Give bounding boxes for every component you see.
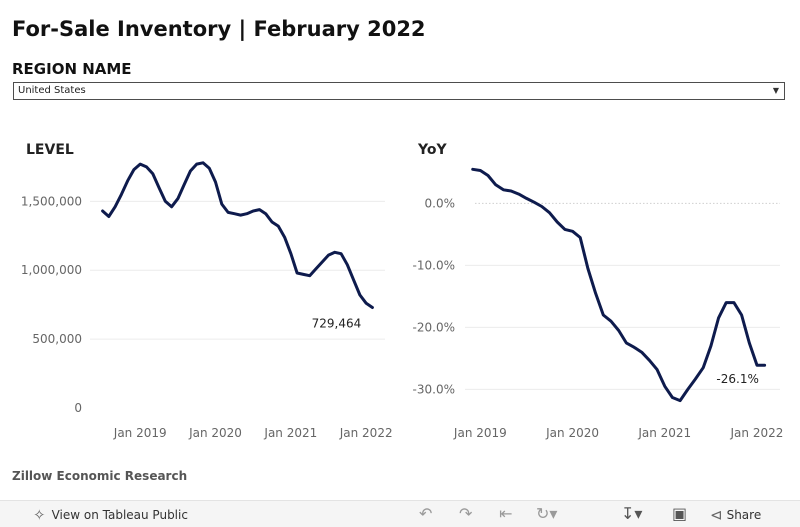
- charts-area: LEVEL 0 500,000 1,000,000 1,500,000 Jan 2019 J…: [21, 142, 784, 440]
- revert-icon[interactable]: ⇤: [499, 504, 513, 523]
- fullscreen-icon[interactable]: ▣: [672, 504, 688, 523]
- undo-icon[interactable]: ↶: [419, 504, 433, 523]
- y-tick-label: 0.0%: [425, 196, 456, 210]
- y-tick-label: 1,500,000: [21, 194, 82, 208]
- x-tick-label: Jan 2019: [113, 426, 167, 440]
- y-tick-label: 0: [74, 401, 82, 415]
- x-tick-label: Jan 2022: [730, 426, 784, 440]
- share-label: Share: [726, 508, 762, 522]
- end-value-label: -26.1%: [716, 372, 758, 386]
- end-value-label: 729,464: [312, 316, 362, 330]
- series-line-0: [101, 161, 374, 309]
- share-icon: ⊲: [710, 506, 723, 524]
- region-selected-value: United States: [18, 85, 86, 96]
- y-tick-label: -30.0%: [413, 382, 455, 396]
- x-tick-label: Jan 2021: [637, 426, 691, 440]
- share-button[interactable]: ⊲ Share: [710, 506, 761, 524]
- source-credit: Zillow Economic Research: [12, 469, 188, 483]
- view-on-tableau-label: View on Tableau Public: [51, 508, 188, 522]
- chevron-down-icon[interactable]: ▼: [772, 86, 779, 95]
- x-tick-label: Jan 2021: [263, 426, 317, 440]
- tableau-logo-icon: ✧: [33, 506, 46, 524]
- x-tick-label: Jan 2019: [453, 426, 507, 440]
- y-tick-label: -20.0%: [413, 320, 455, 334]
- tableau-toolbar: ✧ View on Tableau Public ↶ ↷ ⇤ ↻▾ ↧▾ ▣ ⊲ S…: [0, 500, 800, 527]
- download-icon[interactable]: ↧▾: [621, 504, 643, 523]
- y-tick-label: -10.0%: [413, 258, 455, 272]
- refresh-icon[interactable]: ↻▾: [536, 504, 558, 523]
- x-tick-label: Jan 2020: [545, 426, 599, 440]
- view-on-tableau-button[interactable]: ✧ View on Tableau Public: [33, 506, 188, 524]
- chart-title-0: LEVEL: [26, 142, 74, 158]
- x-tick-label: Jan 2020: [188, 426, 242, 440]
- x-tick-label: Jan 2022: [339, 426, 393, 440]
- series-line-1: [471, 167, 767, 403]
- y-tick-label: 500,000: [32, 332, 82, 346]
- region-filter-label: REGION NAME: [12, 60, 132, 78]
- chart-title-1: YoY: [417, 142, 447, 158]
- region-select[interactable]: United States ▼: [13, 82, 785, 100]
- y-tick-label: 1,000,000: [21, 263, 82, 277]
- page-title: For-Sale Inventory | February 2022: [12, 17, 426, 41]
- redo-icon[interactable]: ↷: [459, 504, 473, 523]
